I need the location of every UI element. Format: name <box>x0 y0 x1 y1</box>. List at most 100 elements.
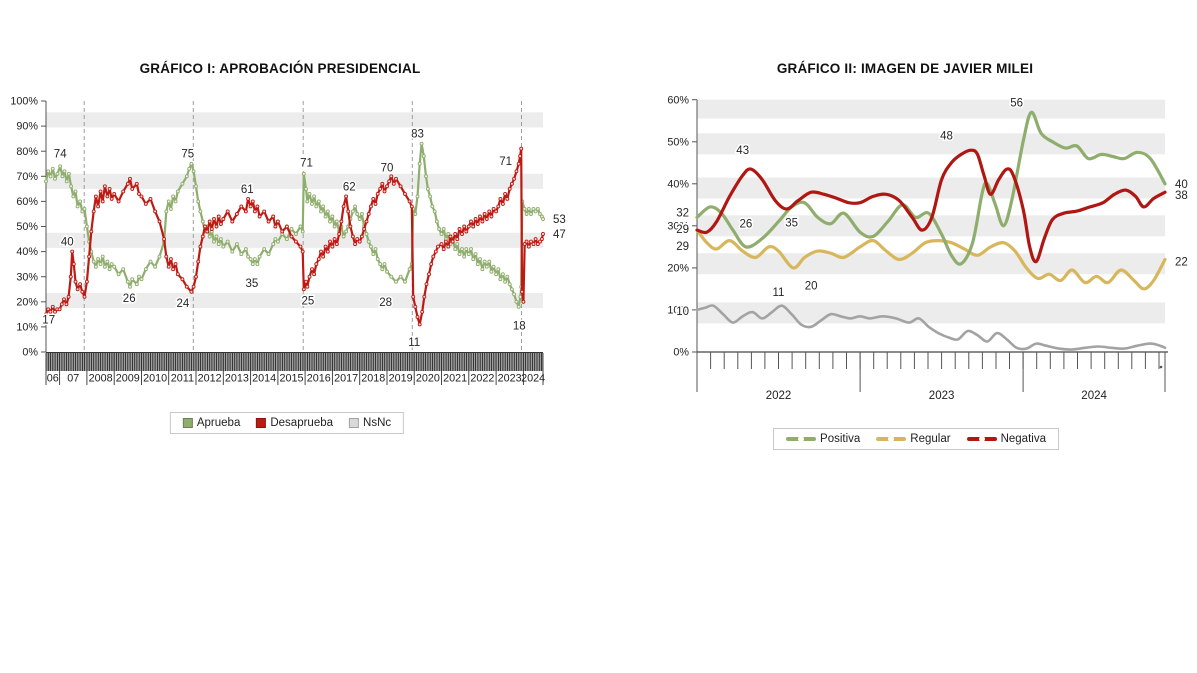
series-marker <box>446 232 451 236</box>
series-marker <box>100 199 105 204</box>
series-marker <box>398 184 403 189</box>
series-marker <box>533 237 538 242</box>
series-marker <box>482 259 487 264</box>
series-marker <box>332 224 337 229</box>
series-marker <box>409 204 414 209</box>
series-marker <box>130 277 135 282</box>
series-marker <box>366 212 371 216</box>
series-marker <box>455 242 460 247</box>
series-marker <box>255 262 260 267</box>
series-marker <box>323 244 328 249</box>
series-marker <box>521 299 526 304</box>
data-label: 40 <box>61 237 74 249</box>
series-marker <box>307 274 312 279</box>
series-marker <box>415 314 420 319</box>
series-marker <box>243 247 248 252</box>
series-marker <box>304 279 308 284</box>
series-marker <box>280 229 285 234</box>
data-label: 83 <box>411 129 424 141</box>
series-marker <box>275 219 280 224</box>
series-marker <box>239 252 244 257</box>
series-marker <box>189 161 194 166</box>
series-marker <box>512 292 517 297</box>
series-marker <box>503 279 508 284</box>
series-marker <box>480 219 485 224</box>
series-marker <box>325 209 330 214</box>
plot-stripe <box>46 293 543 309</box>
series-marker <box>503 191 508 196</box>
legend-item-regular: Regular <box>876 433 951 445</box>
year-label: 2023 <box>929 390 955 402</box>
series-marker <box>424 174 428 179</box>
series-marker <box>189 289 194 294</box>
series-marker <box>93 194 98 199</box>
data-label: 11 <box>773 287 785 299</box>
series-marker <box>385 269 389 274</box>
series-marker <box>539 237 544 242</box>
y-tick-label: 50% <box>667 136 689 148</box>
series-marker <box>491 206 496 211</box>
series-marker <box>446 244 451 249</box>
series-marker <box>541 232 545 236</box>
data-label: 18 <box>513 321 526 333</box>
y-tick-label: 20% <box>667 263 689 275</box>
series-marker <box>378 186 383 191</box>
series-marker <box>411 294 416 299</box>
series-marker <box>346 209 351 214</box>
series-marker <box>460 232 464 236</box>
series-marker <box>198 209 203 214</box>
series-marker <box>59 302 64 307</box>
series-marker <box>368 204 373 209</box>
series-marker <box>448 234 453 239</box>
y-tick-label: 60% <box>16 196 38 208</box>
series-marker <box>168 206 173 211</box>
series-marker <box>109 196 114 201</box>
data-label: 74 <box>54 149 67 161</box>
data-label: 48 <box>940 130 953 142</box>
series-marker <box>328 239 332 244</box>
series-marker <box>275 239 280 244</box>
edge-value-label: 10 <box>676 306 689 318</box>
series-marker <box>507 282 512 287</box>
year-label: 2021 <box>443 373 467 385</box>
series-marker <box>75 204 80 209</box>
series-marker <box>246 196 251 201</box>
series-marker <box>371 196 376 201</box>
edge-value-label: 22 <box>1175 257 1188 269</box>
series-marker <box>53 309 57 314</box>
series-marker <box>514 299 519 304</box>
year-label: 2009 <box>116 373 140 385</box>
series-marker <box>323 214 328 219</box>
series-marker <box>60 174 65 179</box>
series-marker <box>266 252 271 257</box>
series-marker <box>355 237 360 242</box>
series-marker <box>341 204 346 209</box>
edge-value-label: 38 <box>1175 190 1188 202</box>
series-marker <box>441 227 446 231</box>
edge-value-label: 40 <box>1175 179 1188 191</box>
series-marker <box>214 234 219 239</box>
stray-dot <box>1159 365 1163 369</box>
series-marker <box>248 204 253 209</box>
series-marker <box>364 232 369 236</box>
series-marker <box>450 239 455 244</box>
series-marker <box>198 244 203 249</box>
series-marker <box>143 267 148 272</box>
series-marker <box>68 274 73 279</box>
chart1-legend: Aprueba Desaprueba NsNc <box>169 412 405 434</box>
series-marker <box>75 287 80 292</box>
series-marker <box>403 191 407 196</box>
series-marker <box>218 222 223 226</box>
series-marker <box>457 252 462 257</box>
series-marker <box>191 284 196 289</box>
series-marker <box>520 289 524 294</box>
y-tick-label: 50% <box>16 221 38 233</box>
series-marker <box>125 181 130 186</box>
series-marker <box>373 201 378 206</box>
series-marker <box>484 217 489 221</box>
series-marker <box>462 224 467 229</box>
series-marker <box>389 174 394 179</box>
series-marker <box>78 282 83 287</box>
series-marker <box>453 247 458 252</box>
data-label: 61 <box>241 184 254 196</box>
